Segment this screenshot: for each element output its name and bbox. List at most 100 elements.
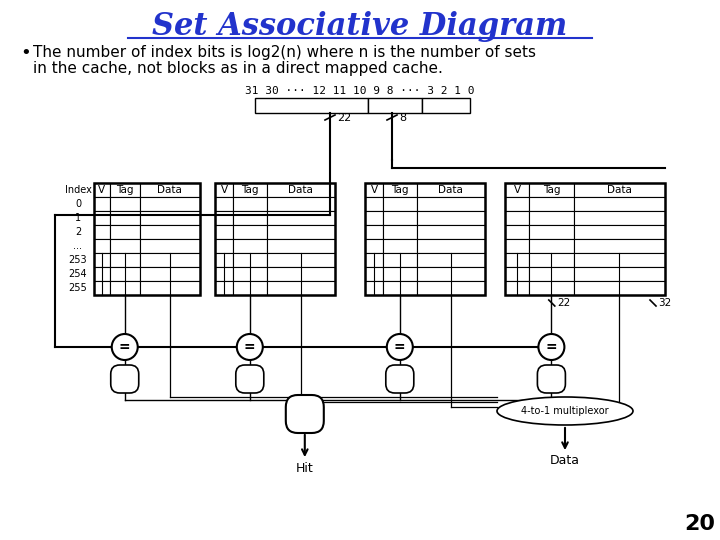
- Bar: [110, 211, 140, 225]
- Text: Tag: Tag: [241, 185, 258, 195]
- Bar: [94, 183, 110, 197]
- Bar: [94, 267, 110, 281]
- Circle shape: [237, 334, 263, 360]
- Text: Data: Data: [607, 185, 632, 195]
- Bar: [215, 253, 233, 267]
- Bar: [233, 197, 266, 211]
- Circle shape: [112, 334, 138, 360]
- Bar: [422, 98, 470, 113]
- Bar: [529, 267, 574, 281]
- Bar: [140, 211, 200, 225]
- Text: Data: Data: [438, 185, 463, 195]
- Bar: [383, 225, 417, 239]
- Text: ...: ...: [73, 241, 83, 251]
- Bar: [529, 183, 574, 197]
- Text: Hit: Hit: [296, 462, 314, 475]
- FancyBboxPatch shape: [236, 365, 264, 393]
- Bar: [266, 267, 335, 281]
- Bar: [233, 211, 266, 225]
- Bar: [233, 267, 266, 281]
- Bar: [233, 281, 266, 295]
- Bar: [266, 239, 335, 253]
- FancyBboxPatch shape: [111, 365, 139, 393]
- Bar: [529, 225, 574, 239]
- Bar: [383, 197, 417, 211]
- Text: V: V: [370, 185, 377, 195]
- Text: •: •: [20, 44, 31, 62]
- Text: V: V: [220, 185, 228, 195]
- Bar: [505, 197, 529, 211]
- Bar: [215, 183, 335, 295]
- Bar: [574, 253, 665, 267]
- Bar: [233, 239, 266, 253]
- Bar: [368, 98, 422, 113]
- Bar: [529, 197, 574, 211]
- Bar: [266, 281, 335, 295]
- Bar: [574, 225, 665, 239]
- Bar: [255, 98, 368, 113]
- Bar: [417, 197, 485, 211]
- Text: 4-to-1 multiplexor: 4-to-1 multiplexor: [521, 406, 609, 416]
- Bar: [94, 225, 110, 239]
- Bar: [529, 281, 574, 295]
- Text: 254: 254: [68, 269, 87, 279]
- Text: =: =: [394, 340, 405, 354]
- Bar: [365, 239, 383, 253]
- Bar: [383, 253, 417, 267]
- Text: =: =: [546, 340, 557, 354]
- Bar: [365, 225, 383, 239]
- Bar: [383, 239, 417, 253]
- Bar: [574, 197, 665, 211]
- Bar: [383, 183, 417, 197]
- Bar: [140, 183, 200, 197]
- Circle shape: [387, 334, 413, 360]
- Bar: [417, 281, 485, 295]
- Bar: [215, 267, 233, 281]
- Bar: [266, 183, 335, 197]
- Bar: [383, 281, 417, 295]
- Text: Tag: Tag: [543, 185, 560, 195]
- Bar: [94, 211, 110, 225]
- Text: V: V: [99, 185, 106, 195]
- Bar: [233, 225, 266, 239]
- Bar: [94, 183, 200, 295]
- Text: Set Associative Diagram: Set Associative Diagram: [153, 11, 567, 43]
- Text: Tag: Tag: [391, 185, 408, 195]
- Bar: [365, 197, 383, 211]
- Bar: [94, 281, 110, 295]
- Text: Data: Data: [289, 185, 313, 195]
- Bar: [140, 281, 200, 295]
- Bar: [266, 211, 335, 225]
- Bar: [140, 225, 200, 239]
- Bar: [215, 211, 233, 225]
- Bar: [365, 267, 383, 281]
- Bar: [215, 197, 233, 211]
- Bar: [574, 183, 665, 197]
- Bar: [215, 225, 233, 239]
- Bar: [365, 281, 383, 295]
- Bar: [94, 253, 110, 267]
- Bar: [505, 211, 529, 225]
- Bar: [365, 211, 383, 225]
- Text: =: =: [244, 340, 256, 354]
- Bar: [215, 281, 233, 295]
- FancyBboxPatch shape: [386, 365, 414, 393]
- Bar: [505, 239, 529, 253]
- Text: Tag: Tag: [116, 185, 133, 195]
- Text: Data: Data: [158, 185, 182, 195]
- Bar: [365, 183, 485, 295]
- Bar: [505, 183, 529, 197]
- Bar: [417, 239, 485, 253]
- Text: V: V: [513, 185, 521, 195]
- Text: Data: Data: [550, 455, 580, 468]
- Text: 31 30 ··· 12 11 10 9 8 ··· 3 2 1 0: 31 30 ··· 12 11 10 9 8 ··· 3 2 1 0: [246, 86, 474, 96]
- Text: 32: 32: [658, 298, 671, 308]
- Bar: [140, 239, 200, 253]
- Text: 255: 255: [68, 283, 87, 293]
- Bar: [574, 239, 665, 253]
- Text: =: =: [119, 340, 130, 354]
- Bar: [215, 183, 233, 197]
- Text: 22: 22: [337, 113, 351, 123]
- Bar: [574, 211, 665, 225]
- Text: 1: 1: [75, 213, 81, 223]
